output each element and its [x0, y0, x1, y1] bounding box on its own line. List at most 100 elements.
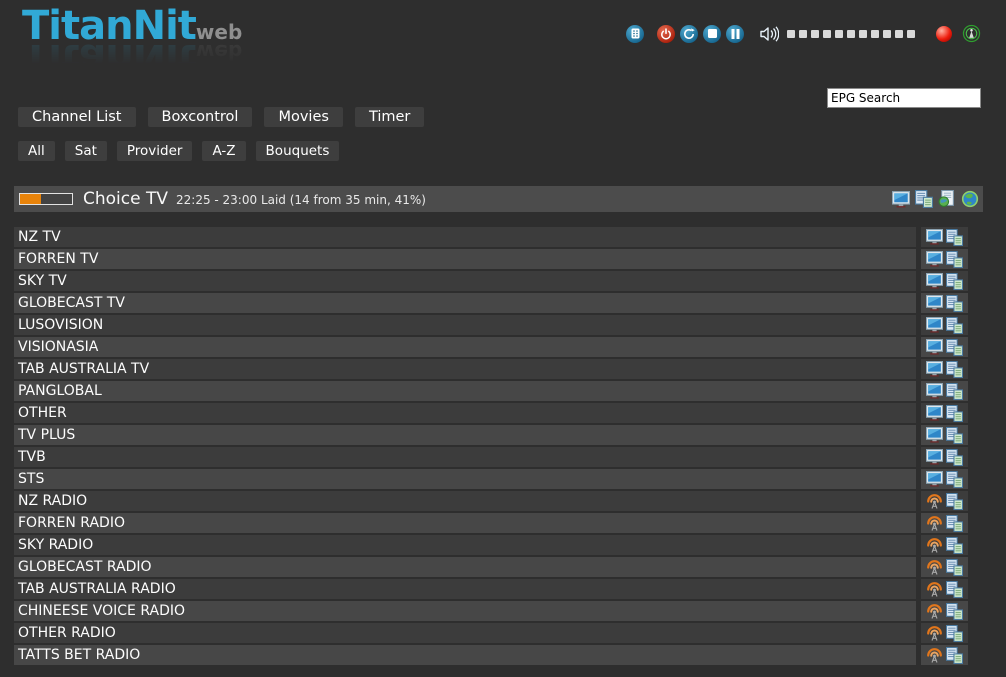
channel-row[interactable]: TVB	[14, 447, 968, 467]
globe-icon[interactable]	[961, 190, 979, 208]
channel-row[interactable]: SKY RADIO	[14, 535, 968, 555]
channel-name[interactable]: VISIONASIA	[14, 337, 916, 357]
channel-name[interactable]: SKY RADIO	[14, 535, 916, 555]
channel-name[interactable]: FORREN TV	[14, 249, 916, 269]
channel-name[interactable]: TAB AUSTRALIA TV	[14, 359, 916, 379]
epg-list-icon[interactable]	[946, 492, 963, 510]
channel-name[interactable]: LUSOVISION	[14, 315, 916, 335]
channel-name[interactable]: CHINEESE VOICE RADIO	[14, 601, 916, 621]
epg-list-icon[interactable]	[946, 294, 963, 312]
volume-segment[interactable]	[883, 29, 891, 38]
epg-list-icon[interactable]	[946, 470, 963, 488]
tv-zap-icon[interactable]	[926, 317, 943, 333]
filter-sat[interactable]: Sat	[64, 141, 107, 161]
channel-name[interactable]: NZ TV	[14, 227, 916, 247]
channel-row[interactable]: NZ TV	[14, 227, 968, 247]
filter-provider[interactable]: Provider	[116, 141, 193, 161]
epg-list-icon[interactable]	[946, 404, 963, 422]
power-icon[interactable]	[657, 24, 675, 43]
channel-row[interactable]: TAB AUSTRALIA RADIO	[14, 579, 968, 599]
channel-row[interactable]: SKY TV	[14, 271, 968, 291]
radio-zap-icon[interactable]	[926, 625, 943, 641]
filter-all[interactable]: All	[18, 141, 55, 161]
epg-list-icon[interactable]	[946, 580, 963, 598]
volume-segment[interactable]	[895, 29, 903, 38]
volume-bar[interactable]	[787, 29, 915, 38]
radio-zap-icon[interactable]	[926, 603, 943, 619]
radio-zap-icon[interactable]	[926, 647, 943, 663]
channel-row[interactable]: GLOBECAST TV	[14, 293, 968, 313]
nav-boxcontrol[interactable]: Boxcontrol	[147, 107, 253, 127]
channel-name[interactable]: STS	[14, 469, 916, 489]
epg-list-icon[interactable]	[946, 338, 963, 356]
volume-segment[interactable]	[823, 29, 831, 38]
channel-row[interactable]: TATTS BET RADIO	[14, 645, 968, 665]
radio-zap-icon[interactable]	[926, 559, 943, 575]
epg-list-icon[interactable]	[946, 360, 963, 378]
epg-list-icon[interactable]	[946, 250, 963, 268]
channel-row[interactable]: TV PLUS	[14, 425, 968, 445]
channel-row[interactable]: NZ RADIO	[14, 491, 968, 511]
epg-list-icon[interactable]	[946, 382, 963, 400]
radio-zap-icon[interactable]	[926, 581, 943, 597]
volume-segment[interactable]	[847, 29, 855, 38]
channel-row[interactable]: LUSOVISION	[14, 315, 968, 335]
channel-name[interactable]: TATTS BET RADIO	[14, 645, 916, 665]
volume-segment[interactable]	[811, 29, 819, 38]
channel-name[interactable]: GLOBECAST RADIO	[14, 557, 916, 577]
channel-name[interactable]: SKY TV	[14, 271, 916, 291]
channel-row[interactable]: GLOBECAST RADIO	[14, 557, 968, 577]
nav-timer[interactable]: Timer	[354, 107, 425, 127]
tv-zap-icon[interactable]	[926, 251, 943, 267]
volume-segment[interactable]	[799, 29, 807, 38]
tv-icon[interactable]	[892, 190, 910, 208]
epg-list-icon[interactable]	[946, 272, 963, 290]
tv-zap-icon[interactable]	[926, 229, 943, 245]
channel-row[interactable]: PANGLOBAL	[14, 381, 968, 401]
volume-segment[interactable]	[859, 29, 867, 38]
epg-list-icon[interactable]	[946, 536, 963, 554]
tv-zap-icon[interactable]	[926, 361, 943, 377]
epg-list-icon[interactable]	[946, 448, 963, 466]
restart-icon[interactable]	[680, 24, 698, 43]
tv-zap-icon[interactable]	[926, 273, 943, 289]
channel-name[interactable]: PANGLOBAL	[14, 381, 916, 401]
stop-icon[interactable]	[703, 24, 721, 43]
filter-bouquets[interactable]: Bouquets	[255, 141, 340, 161]
epg-list-icon[interactable]	[946, 426, 963, 444]
channel-row[interactable]: FORREN TV	[14, 249, 968, 269]
epg-search-input[interactable]	[827, 88, 981, 108]
tv-zap-icon[interactable]	[926, 339, 943, 355]
channel-name[interactable]: OTHER	[14, 403, 916, 423]
channel-row[interactable]: OTHER	[14, 403, 968, 423]
epg-list-icon[interactable]	[946, 558, 963, 576]
nav-movies[interactable]: Movies	[264, 107, 343, 127]
channel-row[interactable]: OTHER RADIO	[14, 623, 968, 643]
epg-list-icon[interactable]	[946, 602, 963, 620]
channel-row[interactable]: CHINEESE VOICE RADIO	[14, 601, 968, 621]
tv-zap-icon[interactable]	[926, 449, 943, 465]
nav-channel-list[interactable]: Channel List	[18, 107, 136, 127]
channel-row[interactable]: VISIONASIA	[14, 337, 968, 357]
tv-zap-icon[interactable]	[926, 427, 943, 443]
radio-zap-icon[interactable]	[926, 537, 943, 553]
volume-segment[interactable]	[907, 29, 915, 38]
epg-list-icon[interactable]	[946, 624, 963, 642]
channel-name[interactable]: NZ RADIO	[14, 491, 916, 511]
tv-zap-icon[interactable]	[926, 405, 943, 421]
channel-name[interactable]: GLOBECAST TV	[14, 293, 916, 313]
channel-row[interactable]: STS	[14, 469, 968, 489]
channel-name[interactable]: TVB	[14, 447, 916, 467]
epg-list-icon[interactable]	[915, 190, 933, 208]
channel-name[interactable]: OTHER RADIO	[14, 623, 916, 643]
tv-zap-icon[interactable]	[926, 295, 943, 311]
pause-icon[interactable]	[726, 24, 744, 43]
epg-list-icon[interactable]	[946, 228, 963, 246]
volume-segment[interactable]	[835, 29, 843, 38]
epg-page-icon[interactable]	[938, 190, 956, 208]
channel-name[interactable]: FORREN RADIO	[14, 513, 916, 533]
stream-icon[interactable]	[962, 24, 981, 43]
tv-zap-icon[interactable]	[926, 471, 943, 487]
radio-zap-icon[interactable]	[926, 493, 943, 509]
volume-segment[interactable]	[871, 29, 879, 38]
